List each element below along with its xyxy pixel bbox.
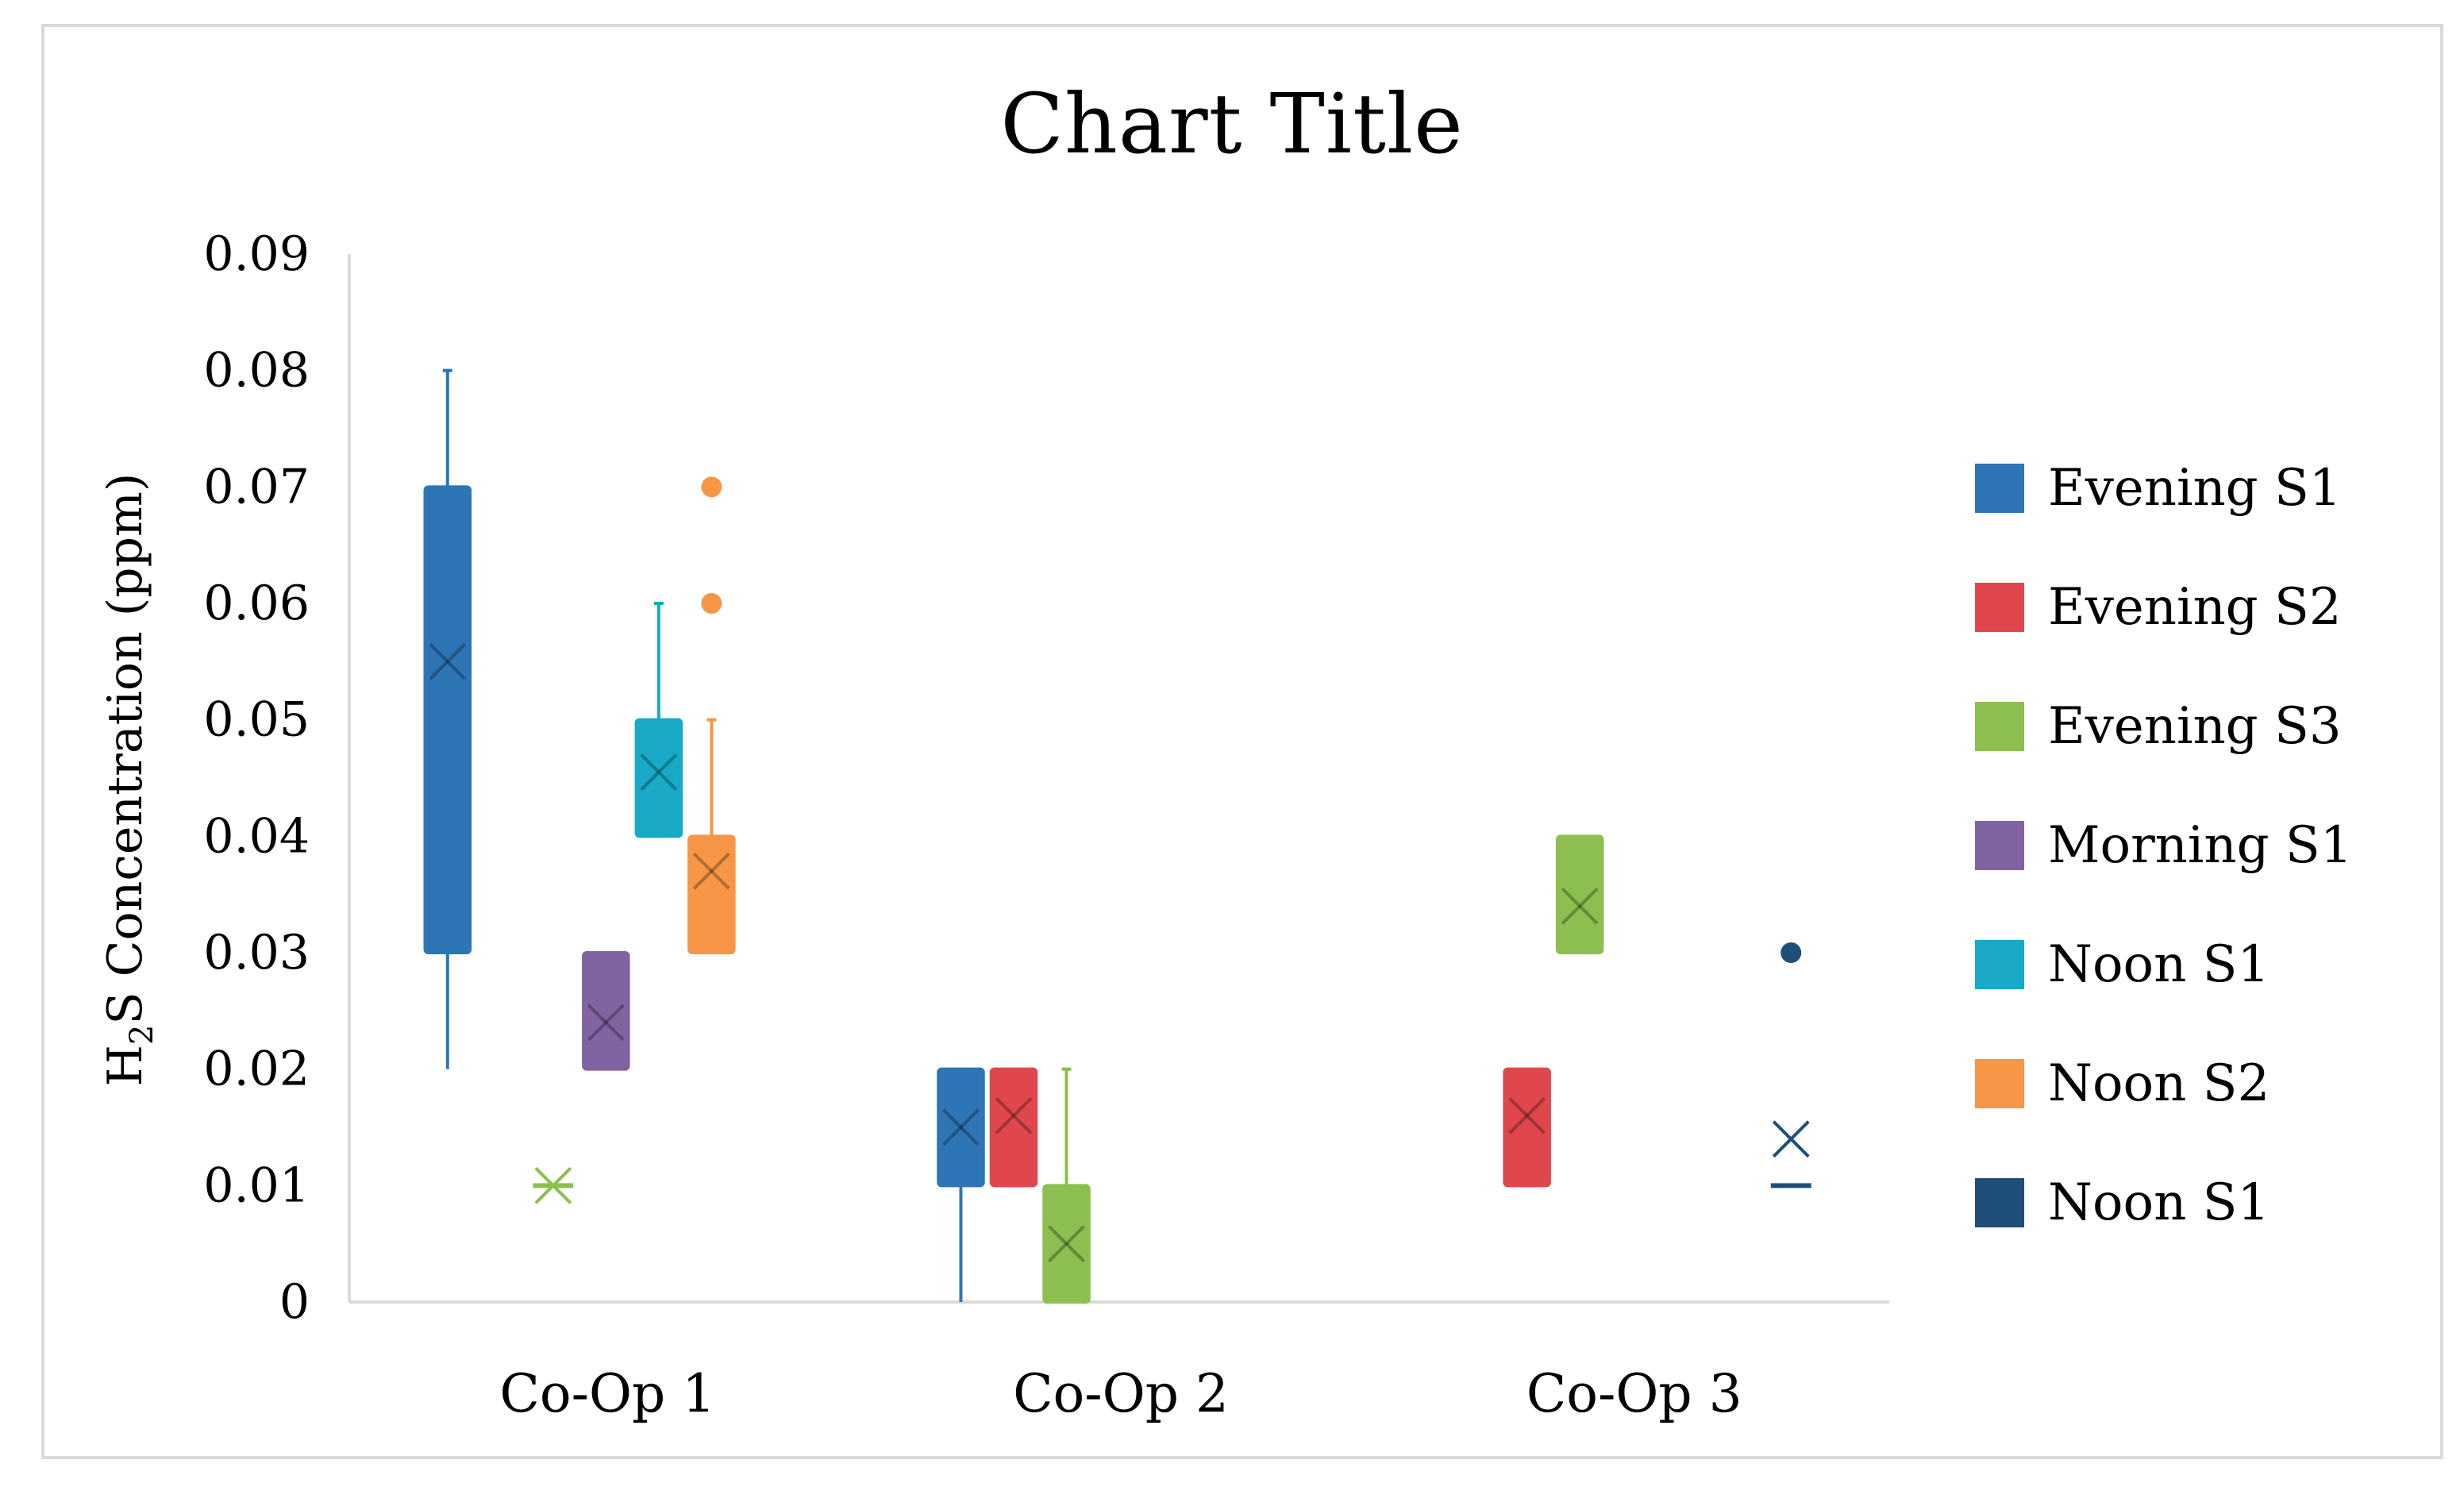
mean-marker xyxy=(640,753,678,792)
mean-marker xyxy=(942,1108,980,1146)
chart-title: Chart Title xyxy=(1000,75,1464,172)
mean-marker xyxy=(640,753,678,792)
box-evening-s1-co-op-1 xyxy=(423,368,472,1069)
mean-marker xyxy=(942,1108,980,1146)
box-evening-s2-co-op-3 xyxy=(1503,1067,1551,1188)
legend-swatch xyxy=(1975,702,2024,751)
y-tick-label: 0.06 xyxy=(203,576,310,631)
box-noon-s1-co-op-1 xyxy=(634,602,683,838)
box-body xyxy=(423,485,472,954)
y-tick-label: 0.04 xyxy=(203,808,310,864)
y-axis-title-rest: S Concentration (ppm) xyxy=(98,473,153,1025)
mean-marker xyxy=(587,1004,625,1042)
legend-swatch xyxy=(1975,940,2024,989)
outlier-point xyxy=(701,593,722,614)
y-tick-label: 0.02 xyxy=(203,1042,310,1097)
y-axis-title-main: H xyxy=(98,1045,153,1086)
legend-item: Evening S3 xyxy=(1975,667,2352,786)
mean-marker xyxy=(995,1096,1033,1135)
legend-swatch xyxy=(1975,821,2024,870)
x-tick-label: Co-Op 3 xyxy=(1527,1363,1742,1424)
y-tick-label: 0.01 xyxy=(203,1158,310,1213)
mean-marker xyxy=(429,642,467,680)
legend: Evening S1 Evening S2 Evening S3 Morning S1… xyxy=(1975,429,2352,1262)
mean-marker xyxy=(1561,887,1599,925)
legend-label: Noon S1 xyxy=(2048,935,2270,994)
boxes-layer xyxy=(423,368,1811,1304)
legend-swatch xyxy=(1975,464,2024,513)
axes-layer: 0 0.01 0.02 0.03 0.04 0.05 0.06 0.07 0.08 0.09 Co-… xyxy=(203,226,1889,1424)
box-evening-s3-co-op-3 xyxy=(1555,834,1604,955)
legend-item: Evening S2 xyxy=(1975,548,2352,667)
legend-label: Evening S3 xyxy=(2048,697,2342,756)
legend-item: Morning S1 xyxy=(1975,786,2352,905)
outlier-point xyxy=(1781,942,1802,963)
mean-marker xyxy=(587,1004,625,1042)
y-tick-label: 0.07 xyxy=(203,459,310,514)
legend-label: Evening S2 xyxy=(2048,578,2342,637)
box-noon-s2-co-op-1 xyxy=(687,476,736,955)
y-tick-label: 0.05 xyxy=(203,692,310,748)
legend-item: Noon S2 xyxy=(1975,1024,2352,1143)
mean-marker xyxy=(1508,1096,1546,1135)
legend-label: Noon S1 xyxy=(2048,1173,2270,1232)
mean-marker xyxy=(1772,1120,1810,1158)
y-tick-label: 0.03 xyxy=(203,925,310,980)
mean-marker xyxy=(692,852,730,890)
legend-item: Noon S1 xyxy=(1975,905,2352,1024)
legend-label: Morning S1 xyxy=(2048,816,2353,875)
legend-swatch xyxy=(1975,1059,2024,1108)
mean-marker xyxy=(995,1096,1033,1135)
mean-marker xyxy=(1048,1225,1085,1263)
box-morning-s1-co-op-1 xyxy=(582,951,630,1071)
y-axis-title: H2S Concentration (ppm) xyxy=(98,473,160,1087)
y-axis-title-subscript: 2 xyxy=(124,1025,160,1045)
legend-label: Noon S2 xyxy=(2048,1054,2270,1113)
y-tick-label: 0.09 xyxy=(203,226,310,282)
mean-marker xyxy=(1048,1225,1085,1263)
mean-marker xyxy=(1561,887,1599,925)
legend-swatch xyxy=(1975,1178,2024,1227)
legend-label: Evening S1 xyxy=(2048,459,2342,518)
mean-marker xyxy=(1508,1096,1546,1135)
box-evening-s1-co-op-2 xyxy=(937,1067,985,1302)
y-tick-label: 0.08 xyxy=(203,343,310,399)
mean-marker xyxy=(692,852,730,890)
mean-marker xyxy=(429,642,467,680)
x-tick-label: Co-Op 2 xyxy=(1013,1363,1229,1424)
box-evening-s3-co-op-1 xyxy=(533,1166,574,1204)
legend-swatch xyxy=(1975,583,2024,632)
mean-marker xyxy=(534,1166,572,1204)
box-noon-s1-co-op-3 xyxy=(1770,942,1811,1188)
box-evening-s2-co-op-2 xyxy=(989,1067,1038,1188)
outlier-point xyxy=(701,476,722,498)
box-evening-s3-co-op-2 xyxy=(1042,1067,1091,1304)
legend-item: Evening S1 xyxy=(1975,429,2352,548)
x-tick-label: Co-Op 1 xyxy=(499,1363,715,1424)
legend-item: Noon S1 xyxy=(1975,1143,2352,1262)
y-tick-label: 0 xyxy=(279,1274,310,1330)
